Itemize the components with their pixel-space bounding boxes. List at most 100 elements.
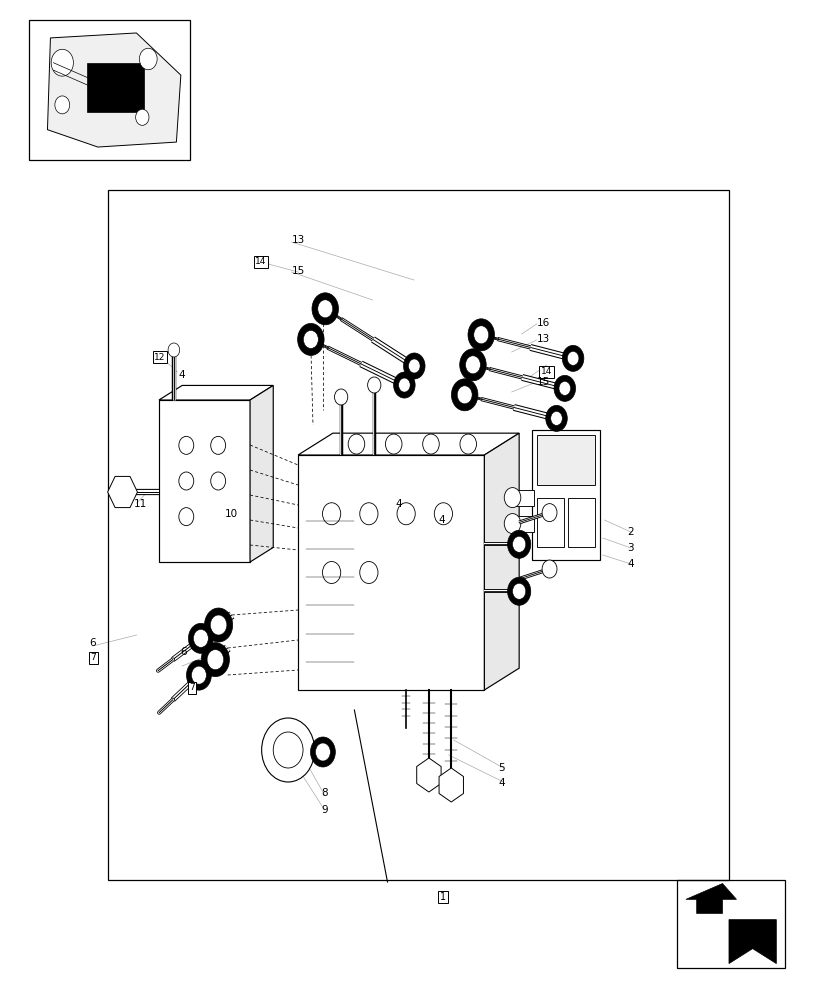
Circle shape: [512, 583, 525, 599]
Text: 7: 7: [189, 684, 194, 692]
Circle shape: [504, 488, 520, 508]
Bar: [88, 63, 144, 112]
Circle shape: [334, 389, 347, 405]
Circle shape: [553, 375, 575, 401]
Polygon shape: [438, 768, 463, 802]
Circle shape: [51, 49, 74, 76]
Circle shape: [139, 48, 157, 70]
Circle shape: [310, 737, 335, 767]
Polygon shape: [298, 433, 519, 455]
Text: 4: 4: [438, 515, 445, 525]
Bar: [514, 516, 533, 532]
Circle shape: [186, 660, 211, 690]
Circle shape: [179, 472, 194, 490]
Bar: [537, 435, 595, 485]
Circle shape: [459, 349, 485, 381]
Circle shape: [433, 503, 452, 525]
Text: 4: 4: [395, 499, 402, 509]
Circle shape: [507, 577, 530, 605]
Circle shape: [504, 514, 520, 534]
Polygon shape: [728, 920, 776, 964]
Text: 15: 15: [536, 377, 549, 387]
Text: 2: 2: [627, 527, 633, 537]
Bar: [108, 190, 728, 880]
Circle shape: [312, 293, 338, 325]
Bar: [514, 490, 533, 506]
Circle shape: [545, 405, 566, 431]
Text: 3: 3: [627, 543, 633, 553]
Text: 9: 9: [321, 805, 327, 815]
Bar: [567, 498, 594, 547]
Text: 16: 16: [536, 318, 549, 328]
Circle shape: [542, 504, 557, 522]
Circle shape: [507, 530, 530, 558]
Circle shape: [273, 732, 303, 768]
Circle shape: [385, 434, 402, 454]
Polygon shape: [47, 33, 180, 147]
Text: 13: 13: [536, 334, 549, 344]
Polygon shape: [250, 385, 273, 562]
Circle shape: [542, 560, 557, 578]
Circle shape: [367, 377, 380, 393]
Circle shape: [191, 666, 206, 684]
Circle shape: [207, 650, 223, 670]
Text: 4: 4: [627, 559, 633, 569]
Circle shape: [136, 109, 149, 125]
Text: 8: 8: [321, 788, 327, 798]
Circle shape: [318, 300, 332, 318]
Bar: [532, 430, 600, 560]
Circle shape: [550, 411, 562, 425]
Circle shape: [210, 615, 227, 635]
Text: 4: 4: [498, 778, 504, 788]
Circle shape: [512, 536, 525, 552]
Polygon shape: [685, 884, 736, 913]
Circle shape: [204, 608, 232, 642]
Circle shape: [397, 503, 415, 525]
Bar: [29, 20, 190, 160]
Bar: [159, 400, 250, 562]
Circle shape: [359, 562, 377, 584]
Circle shape: [189, 623, 213, 653]
Polygon shape: [416, 758, 441, 792]
Circle shape: [194, 629, 208, 647]
Text: 7: 7: [91, 654, 96, 662]
Circle shape: [55, 96, 69, 114]
Polygon shape: [484, 433, 519, 690]
Circle shape: [315, 743, 330, 761]
Circle shape: [473, 326, 488, 344]
Polygon shape: [108, 476, 137, 508]
Text: 6: 6: [180, 647, 187, 657]
Circle shape: [201, 643, 229, 677]
Bar: [298, 455, 484, 690]
Circle shape: [179, 436, 194, 454]
Circle shape: [303, 330, 318, 348]
Circle shape: [297, 323, 323, 355]
Circle shape: [393, 372, 414, 398]
Circle shape: [210, 472, 225, 490]
Circle shape: [558, 381, 570, 395]
Circle shape: [566, 351, 578, 365]
Circle shape: [348, 434, 364, 454]
Text: 12: 12: [154, 353, 165, 361]
Circle shape: [465, 356, 480, 374]
Circle shape: [408, 359, 419, 373]
Text: 10: 10: [225, 509, 238, 519]
Circle shape: [179, 508, 194, 526]
Text: 13: 13: [291, 235, 304, 245]
Text: 15: 15: [291, 266, 304, 276]
Circle shape: [322, 562, 341, 584]
Circle shape: [562, 345, 583, 371]
Circle shape: [460, 434, 476, 454]
Polygon shape: [159, 385, 273, 400]
Circle shape: [359, 503, 377, 525]
Circle shape: [398, 378, 409, 392]
Text: 6: 6: [89, 638, 96, 648]
Circle shape: [467, 319, 494, 351]
Circle shape: [403, 353, 424, 379]
Bar: [536, 498, 563, 547]
Circle shape: [168, 343, 179, 357]
Circle shape: [261, 718, 314, 782]
Text: 14: 14: [540, 367, 552, 376]
Text: 14: 14: [255, 257, 266, 266]
Circle shape: [457, 386, 471, 404]
